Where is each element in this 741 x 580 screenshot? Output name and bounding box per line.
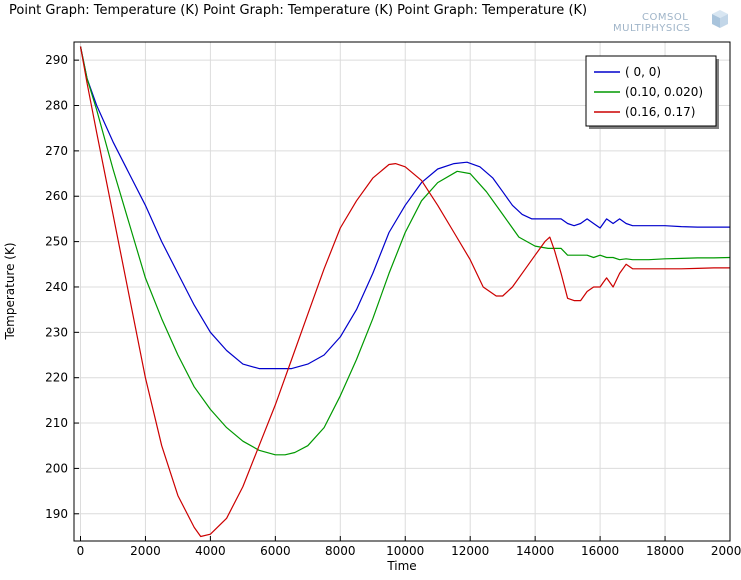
y-tick-label: 280 [45,99,68,113]
x-tick-label: 10000 [386,544,424,558]
series-line-3 [79,46,730,538]
x-tick-label: 18000 [646,544,684,558]
x-axis-label: Time [386,559,416,573]
legend-entry-3: (0.16, 0.17) [625,105,695,119]
logo-line1: COMSOL [642,12,688,23]
x-tick-label: 20000 [711,544,741,558]
y-tick-label: 210 [45,416,68,430]
plot-frame [73,41,731,542]
y-axis-label: Temperature (K) [3,242,17,340]
y-tick-label: 200 [45,461,68,475]
x-tick-label: 14000 [516,544,554,558]
y-tick-label: 290 [45,53,68,67]
y-tick-label: 190 [45,507,68,521]
x-tick-label: 0 [77,544,85,558]
logo-line2: MULTIPHYSICS [613,23,690,34]
y-axis-ticks: 190 200 210 220 230 240 250 260 270 280 290 [45,53,79,521]
y-tick-label: 270 [45,144,68,158]
series-line-1 [79,46,730,370]
x-tick-label: 8000 [325,544,356,558]
chart-title: Point Graph: Temperature (K) Point Graph… [9,3,587,18]
logo-cube-icon [712,10,728,28]
legend-box [585,55,717,127]
x-tick-label: 6000 [260,544,291,558]
x-tick-label: 4000 [195,544,226,558]
y-tick-label: 250 [45,235,68,249]
comsol-logo: COMSOL MULTIPHYSICS [613,10,728,34]
y-tick-label: 220 [45,371,68,385]
x-tick-label: 12000 [451,544,489,558]
y-tick-label: 260 [45,189,68,203]
legend-entry-1: ( 0, 0) [625,65,661,79]
legend: ( 0, 0) (0.10, 0.020) (0.16, 0.17) [585,55,719,129]
x-tick-label: 16000 [581,544,619,558]
series-lines [79,46,731,538]
legend-entry-2: (0.10, 0.020) [625,85,703,99]
y-tick-label: 240 [45,280,68,294]
grid-lines [74,42,731,541]
y-tick-label: 230 [45,325,68,339]
x-tick-label: 2000 [130,544,161,558]
series-line-2 [79,46,731,456]
x-axis-ticks: 0 2000 4000 6000 8000 10000 12000 14000 16000 180… [77,536,741,558]
